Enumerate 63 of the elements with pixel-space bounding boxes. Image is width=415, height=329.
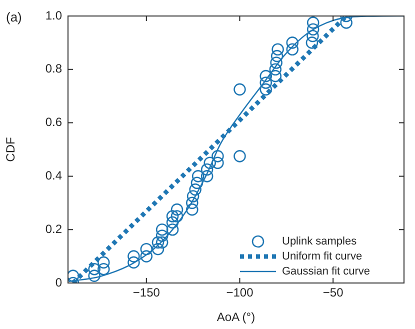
point bbox=[68, 270, 80, 282]
point bbox=[152, 236, 164, 249]
point bbox=[186, 203, 198, 216]
point bbox=[166, 216, 179, 229]
legend-label: Uniform fit curve bbox=[282, 250, 362, 263]
point bbox=[200, 163, 214, 176]
point bbox=[212, 150, 224, 162]
y-tick-label: 1.0 bbox=[45, 8, 62, 22]
y-tick-label: 0.8 bbox=[45, 62, 62, 76]
x-tick-label: −150 bbox=[132, 286, 160, 300]
point bbox=[260, 83, 272, 96]
point bbox=[212, 156, 224, 169]
point bbox=[88, 262, 100, 276]
x-tick-label: −50 bbox=[322, 286, 344, 300]
point bbox=[152, 242, 164, 256]
point bbox=[306, 16, 320, 29]
point bbox=[234, 150, 246, 162]
point bbox=[269, 70, 282, 82]
point bbox=[286, 43, 299, 56]
point bbox=[189, 183, 202, 196]
point bbox=[260, 70, 272, 82]
point bbox=[306, 36, 318, 49]
point bbox=[260, 76, 272, 89]
point bbox=[200, 170, 214, 182]
point bbox=[186, 190, 200, 202]
point bbox=[269, 63, 282, 76]
point bbox=[270, 50, 284, 62]
point bbox=[156, 236, 168, 249]
legend-label: Gaussian fit curve bbox=[282, 266, 370, 278]
point bbox=[98, 262, 110, 276]
point bbox=[156, 230, 168, 242]
point bbox=[140, 250, 153, 262]
point bbox=[170, 210, 184, 222]
legend-label: Uplink samples bbox=[282, 236, 358, 248]
point bbox=[128, 256, 140, 269]
point bbox=[170, 203, 184, 216]
point bbox=[306, 30, 319, 42]
point bbox=[204, 156, 216, 169]
point bbox=[234, 83, 246, 96]
y-axis-title: CDF bbox=[4, 137, 18, 162]
x-tick-label: −100 bbox=[226, 286, 254, 300]
point bbox=[166, 223, 179, 236]
point bbox=[270, 56, 282, 69]
point bbox=[286, 36, 299, 49]
point bbox=[156, 223, 168, 236]
line-series bbox=[68, 16, 404, 282]
y-tick-label: 0 bbox=[55, 275, 62, 290]
x-axis-title: AoA (°) bbox=[216, 310, 256, 324]
y-tick-label: 0.4 bbox=[45, 168, 62, 183]
point bbox=[190, 176, 204, 190]
point bbox=[98, 256, 110, 269]
point bbox=[88, 270, 100, 282]
point bbox=[340, 16, 352, 29]
point bbox=[140, 242, 153, 256]
y-tick-label: 0.6 bbox=[45, 115, 62, 130]
point bbox=[272, 43, 284, 56]
point bbox=[186, 196, 198, 210]
y-tick-label: 0.2 bbox=[45, 222, 62, 236]
point bbox=[192, 170, 204, 182]
chart-title: (a) bbox=[6, 10, 22, 25]
point bbox=[128, 250, 140, 262]
point bbox=[166, 210, 179, 222]
point bbox=[306, 23, 320, 36]
